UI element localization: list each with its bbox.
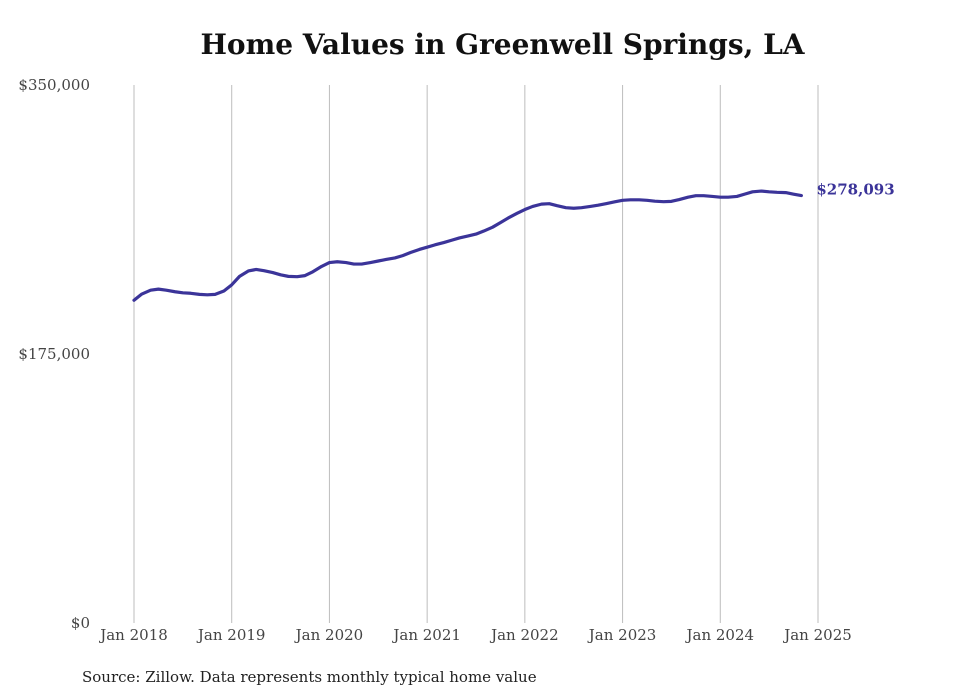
grid-lines <box>133 85 819 623</box>
y-tick-label: $0 <box>71 614 90 632</box>
y-tick-label: $350,000 <box>18 76 90 94</box>
x-tick-label: Jan 2024 <box>685 626 755 644</box>
end-value-label: $278,093 <box>816 181 894 199</box>
source-note: Source: Zillow. Data represents monthly … <box>82 668 537 686</box>
x-tick-label: Jan 2025 <box>782 626 852 644</box>
axes: Jan 2018 Jan 2019 Jan 2020 Jan 2021 Jan 2022… <box>18 76 851 644</box>
series-lines: $278,093 <box>132 181 895 302</box>
x-tick-label: Jan 2020 <box>294 626 364 644</box>
series-line <box>132 189 803 302</box>
x-tick-label: Jan 2018 <box>98 626 168 644</box>
chart-title: Home Values in Greenwell Springs, LA <box>200 28 805 61</box>
x-tick-label: Jan 2023 <box>587 626 657 644</box>
x-tick-label: Jan 2022 <box>489 626 559 644</box>
y-tick-label: $175,000 <box>18 345 90 363</box>
x-tick-label: Jan 2021 <box>391 626 461 644</box>
x-tick-label: Jan 2019 <box>196 626 266 644</box>
